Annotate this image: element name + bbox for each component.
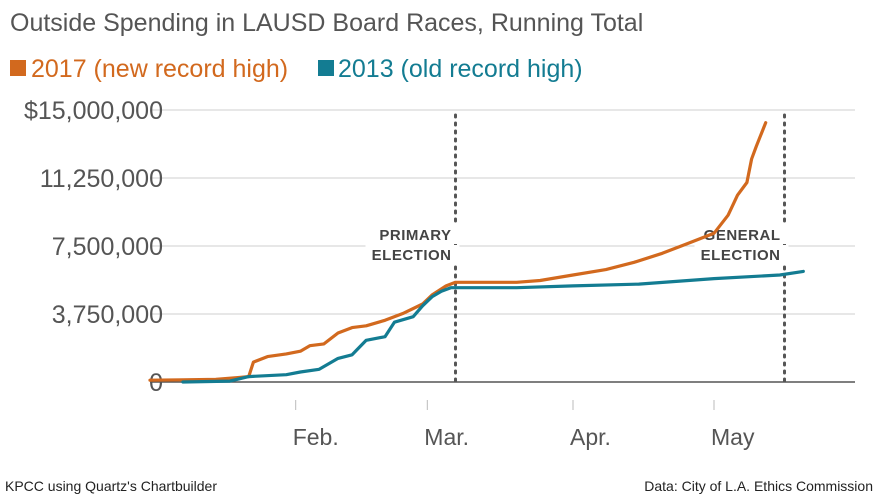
annotation-label-0-0: PRIMARY <box>379 227 451 244</box>
annotation-label-0-1: ELECTION <box>372 247 452 264</box>
x-tick-label-1: Mar. <box>424 424 469 450</box>
annotation-label-bg-1-1 <box>694 245 789 264</box>
legend-swatch-0 <box>10 60 26 76</box>
annotations: PRIMARY ELECTION GENERAL ELECTION <box>365 113 789 384</box>
x-tick-label-2: Apr. <box>570 424 611 450</box>
annotation-label-1-1: ELECTION <box>701 247 781 264</box>
legend: 2017 (new record high) 2013 (old record h… <box>10 55 583 83</box>
x-tick-label-3: May <box>711 424 755 450</box>
y-tick-label-4: $15,000,000 <box>24 97 163 125</box>
annotation-label-bg-0-0 <box>375 225 460 244</box>
footer-source-right: Data: City of L.A. Ethics Commission <box>644 478 873 494</box>
annotation-label-bg-1-0 <box>704 225 789 244</box>
x-axis-ticks: Feb. Mar. Apr. May <box>293 400 755 450</box>
series-line-1 <box>181 269 805 384</box>
footer-source-left: KPCC using Quartz's Chartbuilder <box>5 478 217 494</box>
y-axis-ticks: 0 3,750,000 7,500,000 11,250,000 $15,000,000 <box>24 97 163 397</box>
y-tick-label-3: 11,250,000 <box>40 165 163 193</box>
legend-label-1: 2013 (old record high) <box>338 55 583 83</box>
x-tick-label-0: Feb. <box>293 424 339 450</box>
annotation-label-bg-0-1 <box>365 245 460 264</box>
chart-title: Outside Spending in LAUSD Board Races, R… <box>10 9 643 37</box>
y-tick-label-1: 3,750,000 <box>52 301 163 329</box>
annotation-label-1-0: GENERAL <box>704 227 781 244</box>
y-tick-label-0: 0 <box>149 369 163 397</box>
legend-swatch-1 <box>318 60 334 76</box>
legend-label-0: 2017 (new record high) <box>31 55 288 83</box>
gridlines <box>150 109 855 383</box>
y-tick-label-2: 7,500,000 <box>52 233 163 261</box>
series-lines <box>148 121 805 384</box>
